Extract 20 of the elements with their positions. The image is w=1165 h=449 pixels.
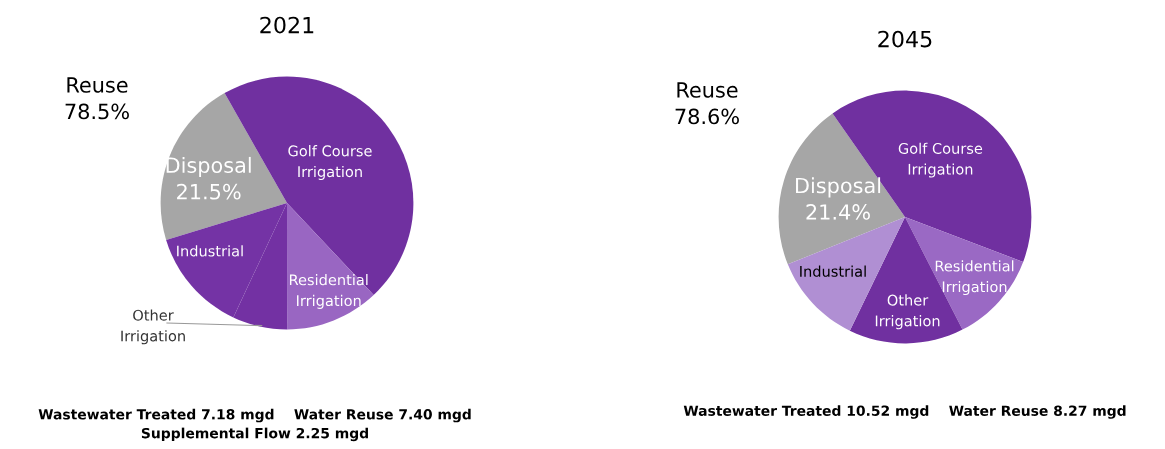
slice-label: Residential Irrigation xyxy=(289,274,368,309)
text: Reuse 78.6% xyxy=(675,82,739,125)
slice-label: Other Irrigation xyxy=(875,294,940,330)
slice-label: Other Irrigation xyxy=(121,309,185,345)
slice-label: Industrial xyxy=(800,265,866,277)
pie-slice xyxy=(160,93,287,240)
chart-title: 2045 xyxy=(878,30,932,48)
data-label: 21.4% xyxy=(806,204,870,220)
data-label: 21.5% xyxy=(177,183,241,200)
slice-label: Disposal xyxy=(166,156,251,178)
text: Wastewater Treated 7.18 mgd Water Reuse 7.40 mgd Supplemental Flow 2.25 mgd xyxy=(38,408,471,442)
slice-label: Golf Course Irrigation xyxy=(288,145,372,180)
text: Wastewater Treated 10.52 mgd Water Reuse 8.27 mgd xyxy=(683,405,1126,419)
chart-title: 2021 xyxy=(260,16,314,34)
text: Reuse 78.5% xyxy=(65,77,129,120)
slice-label: Golf Course Irrigation xyxy=(898,142,983,178)
slice-label: Residential Irrigation xyxy=(935,260,1014,296)
slice-label: Industrial xyxy=(177,245,243,257)
pie-slice xyxy=(287,203,374,330)
slice-label: Disposal xyxy=(796,177,881,198)
